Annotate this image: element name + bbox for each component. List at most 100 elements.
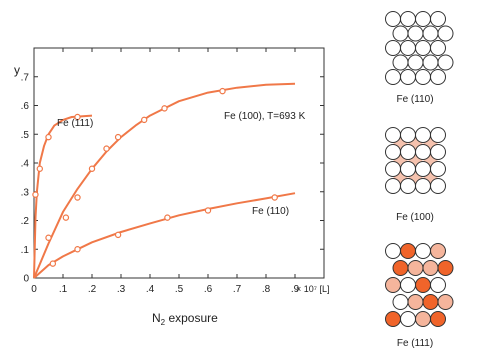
data-point	[114, 133, 122, 141]
atom	[415, 277, 431, 293]
atom	[400, 127, 416, 143]
atom	[392, 54, 409, 71]
atom	[415, 127, 431, 143]
atom	[415, 178, 431, 194]
atom	[415, 311, 431, 327]
atom	[422, 294, 439, 310]
data-point	[74, 246, 81, 253]
curve-layer	[33, 82, 296, 279]
x-axis-label: N2 exposure	[152, 311, 218, 327]
atom	[430, 311, 446, 327]
atom	[385, 69, 401, 85]
x-axis-unit: × 10⁷ [L]	[296, 284, 330, 294]
atom	[415, 144, 431, 160]
data-point	[32, 191, 39, 198]
atom	[415, 40, 431, 56]
data-point	[103, 145, 110, 152]
atom	[437, 54, 454, 71]
atom	[430, 69, 446, 85]
data-point	[204, 207, 212, 214]
atom	[400, 277, 416, 293]
atom	[385, 127, 401, 143]
series-label-fe110: Fe (110)	[252, 206, 289, 217]
atom	[385, 40, 401, 56]
atom	[392, 294, 409, 310]
y-tick-label: .4	[21, 159, 30, 170]
atom	[400, 161, 416, 177]
atom	[430, 178, 446, 194]
atom	[430, 144, 446, 160]
atom	[400, 11, 416, 27]
panel-caption-fe111: Fe (111)	[397, 338, 433, 349]
atom	[385, 11, 401, 27]
atom	[430, 243, 446, 259]
x-tick-label: .4	[146, 284, 155, 295]
y-axis-label: y	[14, 63, 20, 77]
atom	[415, 243, 431, 259]
x-tick-label: .7	[233, 284, 242, 295]
atom	[400, 243, 416, 259]
series-line-2	[33, 192, 296, 279]
data-point	[114, 231, 122, 239]
panel-caption-fe110: Fe (110)	[396, 94, 433, 105]
data-point	[45, 234, 52, 241]
atom	[385, 277, 401, 293]
y-tick-label: .7	[21, 72, 30, 83]
data-point	[74, 194, 81, 201]
data-point	[271, 194, 278, 201]
series-line-0	[33, 114, 93, 279]
atom	[422, 54, 439, 71]
atom	[437, 294, 454, 310]
series-label-fe100: Fe (100), T=693 K	[224, 111, 306, 122]
atom	[430, 40, 446, 56]
data-point	[74, 113, 81, 121]
crystal-panel-fe110	[385, 11, 454, 85]
atom	[385, 243, 401, 259]
point-layer	[32, 87, 278, 267]
panel-caption-fe100: Fe (100)	[396, 212, 434, 223]
x-tick-label: .9	[291, 284, 300, 295]
atom	[400, 40, 416, 56]
atom	[407, 54, 424, 71]
atom	[437, 260, 454, 276]
y-tick-label: .2	[21, 216, 30, 227]
data-point	[49, 260, 57, 267]
y-tick-label: .5	[21, 130, 30, 141]
data-point	[88, 165, 96, 172]
atom	[407, 260, 424, 276]
data-point	[36, 165, 44, 172]
plot-frame	[33, 47, 325, 279]
atom	[385, 161, 401, 177]
y-tick-label: .3	[21, 187, 30, 198]
atom	[422, 25, 439, 42]
atom	[430, 277, 446, 293]
tick-layer: 0 .1 .2 .3 .4 .5 .6 .7 .8 .9 0 .1 .2 .3 .4 .5 .6 .7	[21, 48, 324, 295]
data-point	[45, 133, 52, 141]
series-line-1	[33, 82, 296, 279]
data-point	[62, 214, 70, 221]
y-tick-label: 0	[23, 274, 29, 285]
atom	[392, 260, 409, 276]
atom	[430, 11, 446, 27]
atom	[392, 25, 409, 42]
atom	[415, 11, 431, 27]
atom	[430, 127, 446, 143]
data-point	[219, 87, 226, 95]
atom	[430, 161, 446, 177]
x-tick-label: .3	[117, 284, 126, 295]
atom	[385, 311, 401, 327]
x-tick-label: .8	[262, 284, 271, 295]
data-point	[164, 214, 171, 221]
crystal-panel-fe111	[385, 243, 454, 327]
atom	[415, 69, 431, 85]
series-label-fe111: Fe (111)	[57, 118, 93, 129]
atom	[400, 144, 416, 160]
atom	[407, 294, 424, 310]
crystal-panel-fe100	[385, 127, 446, 194]
x-tick-label: .1	[59, 284, 68, 295]
y-tick-label: .6	[21, 101, 30, 112]
atom	[437, 25, 454, 42]
atom	[385, 178, 401, 194]
